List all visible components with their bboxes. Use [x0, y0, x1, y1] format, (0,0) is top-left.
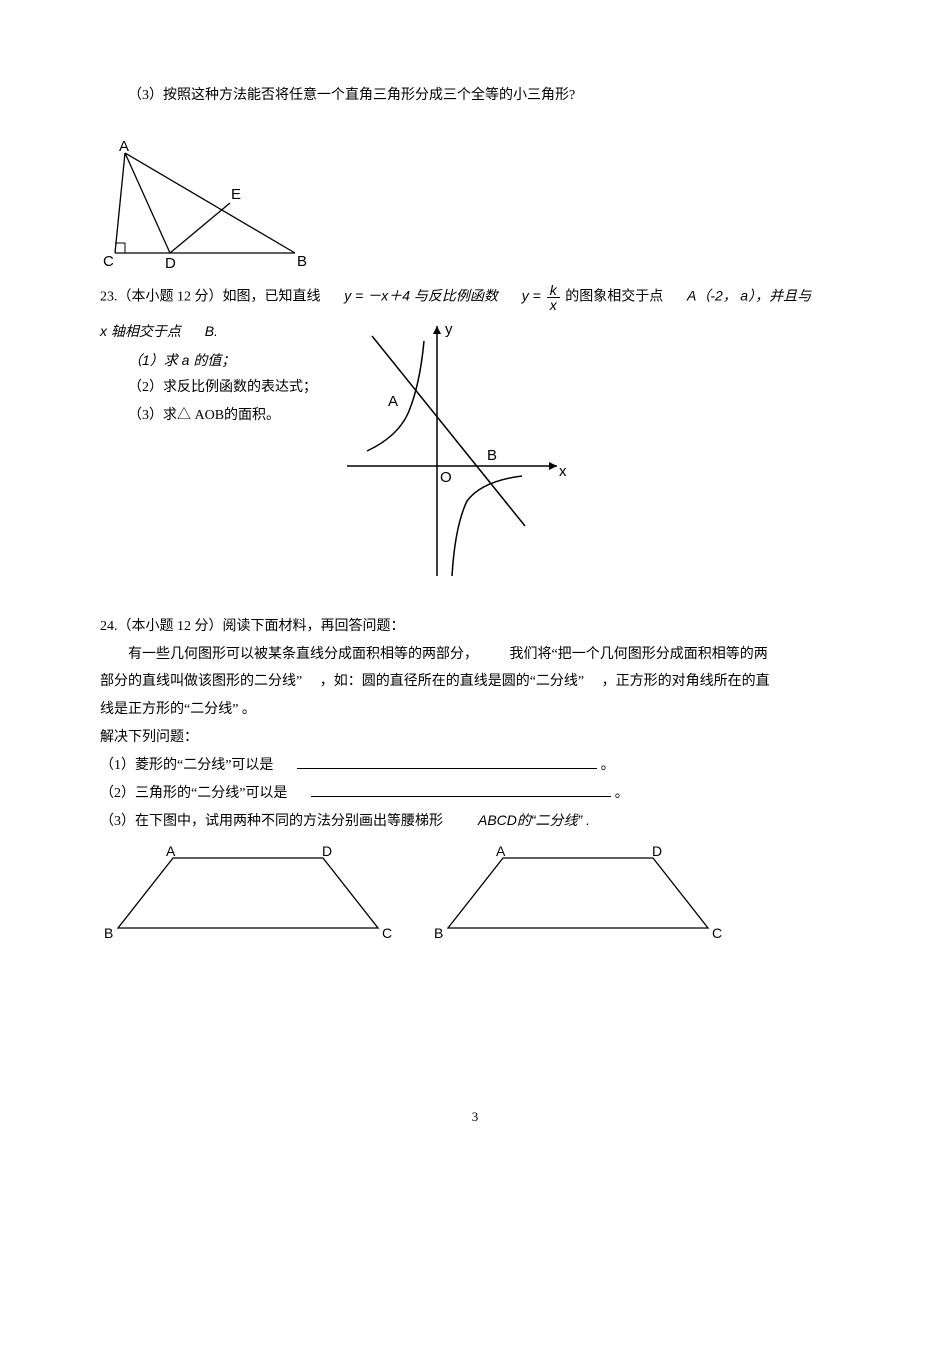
- q22-figure: A E C D B: [100, 138, 850, 273]
- q23-p2: （2）求反比例函数的表达式；: [100, 376, 317, 400]
- q24-p1-end: 。: [601, 758, 615, 773]
- axis-y-label: y: [445, 321, 453, 338]
- frac-num: k: [547, 283, 560, 298]
- label-D: D: [165, 255, 176, 268]
- trap1-svg: A D B C: [100, 844, 400, 944]
- point-A-label: A: [388, 393, 398, 410]
- q24-p2-line: （2）三角形的“二分线”可以是 。: [100, 782, 850, 806]
- label-E: E: [231, 186, 241, 203]
- q23-svg: y x A B O: [327, 316, 587, 586]
- label-B: B: [297, 253, 307, 268]
- q24-para-2: 部分的直线叫做该图形的二分线” ，如：圆的直径所在的直线是圆的“二分线” ，正方…: [100, 670, 850, 694]
- origin-label: O: [440, 469, 452, 486]
- q23-stem-e: x 轴相交于点: [100, 323, 181, 339]
- q23-eq-y2: y: [522, 288, 529, 304]
- q23-stem-line2: x 轴相交于点 B.: [100, 320, 317, 345]
- q24-para1b: 我们将“把一个几何图形分成面积相等的两: [510, 647, 768, 662]
- q24-para2b: ，如：圆的直径所在的直线是圆的“二分线”: [320, 674, 584, 689]
- t2-B: B: [434, 925, 443, 941]
- label-C: C: [103, 253, 114, 268]
- q24-para-1: 有一些几何图形可以被某条直线分成面积相等的两部分， 我们将“把一个几何图形分成面…: [100, 643, 850, 667]
- axis-x-label: x: [559, 463, 567, 480]
- q24-para2c: ，正方形的对角线所在的直: [602, 674, 770, 689]
- q24-p1-line: （1）菱形的“二分线”可以是 。: [100, 754, 850, 778]
- q23-row: x 轴相交于点 B. （1）求 a 的值； （2）求反比例函数的表达式； （3）…: [100, 316, 850, 591]
- trap2-svg: A D B C: [430, 844, 730, 944]
- q23-stem-a: 23.（本小题 12 分）如图，已知直线: [100, 290, 321, 305]
- q24-p1: （1）菱形的“二分线”可以是: [100, 758, 273, 773]
- q23-stem-b: 的图象相交于点: [565, 290, 663, 305]
- point-B-label: B: [487, 447, 497, 464]
- q23-p3: （3）求△ AOB的面积。: [100, 404, 317, 428]
- q23-stem-d: a），并且与: [740, 288, 811, 304]
- q22-part3: （3）按照这种方法能否将任意一个直角三角形分成三个全等的小三角形?: [100, 84, 850, 108]
- q23-eq2-mid: =: [529, 288, 545, 304]
- q23-text-block: x 轴相交于点 B. （1）求 a 的值； （2）求反比例函数的表达式； （3）…: [100, 316, 317, 432]
- q23-p1: （1）求 a 的值；: [100, 349, 317, 373]
- blank-1: [297, 754, 597, 769]
- q24-para-3: 线是正方形的“二分线” 。: [100, 698, 850, 722]
- label-A: A: [119, 138, 129, 155]
- q24-stem: 24.（本小题 12 分）阅读下面材料，再回答问题：: [100, 615, 850, 639]
- q24-p3b: ABCD的“二分线” .: [478, 812, 590, 828]
- q23-frac: kx: [547, 283, 560, 312]
- q23-eq-mid: = －x＋4 与反比例函数: [351, 288, 498, 304]
- q24-p2: （2）三角形的“二分线”可以是: [100, 786, 287, 801]
- q22-svg: A E C D B: [100, 138, 320, 268]
- t2-C: C: [712, 925, 722, 941]
- blank-2: [311, 782, 611, 797]
- q24-p2-end: 。: [615, 786, 629, 801]
- q23-stem-f: B.: [205, 323, 218, 339]
- q24-p3-line: （3）在下图中，试用两种不同的方法分别画出等腰梯形 ABCD的“二分线” .: [100, 809, 850, 834]
- q24-p3a: （3）在下图中，试用两种不同的方法分别画出等腰梯形: [100, 814, 443, 829]
- trapezoid-2: A D B C: [430, 844, 730, 949]
- page-number: 3: [100, 1109, 850, 1125]
- q23-figure: y x A B O: [327, 316, 587, 591]
- q24-para2a: 部分的直线叫做该图形的二分线”: [100, 674, 302, 689]
- t1-D: D: [322, 844, 332, 859]
- q24-heading: 解决下列问题：: [100, 726, 850, 750]
- t1-C: C: [382, 925, 392, 941]
- t1-B: B: [104, 925, 113, 941]
- q24-para1a: 有一些几何图形可以被某条直线分成面积相等的两部分，: [128, 647, 478, 662]
- trapezoid-row: A D B C A D B C: [100, 844, 850, 949]
- q23-stem-line1: 23.（本小题 12 分）如图，已知直线 y = －x＋4 与反比例函数 y =…: [100, 283, 850, 312]
- page-root: （3）按照这种方法能否将任意一个直角三角形分成三个全等的小三角形? A E C …: [0, 0, 950, 1165]
- t1-A: A: [166, 844, 176, 859]
- t2-D: D: [652, 844, 662, 859]
- q23-stem-c: A（-2，: [687, 288, 737, 304]
- t2-A: A: [496, 844, 506, 859]
- trapezoid-1: A D B C: [100, 844, 400, 949]
- frac-den: x: [547, 298, 560, 312]
